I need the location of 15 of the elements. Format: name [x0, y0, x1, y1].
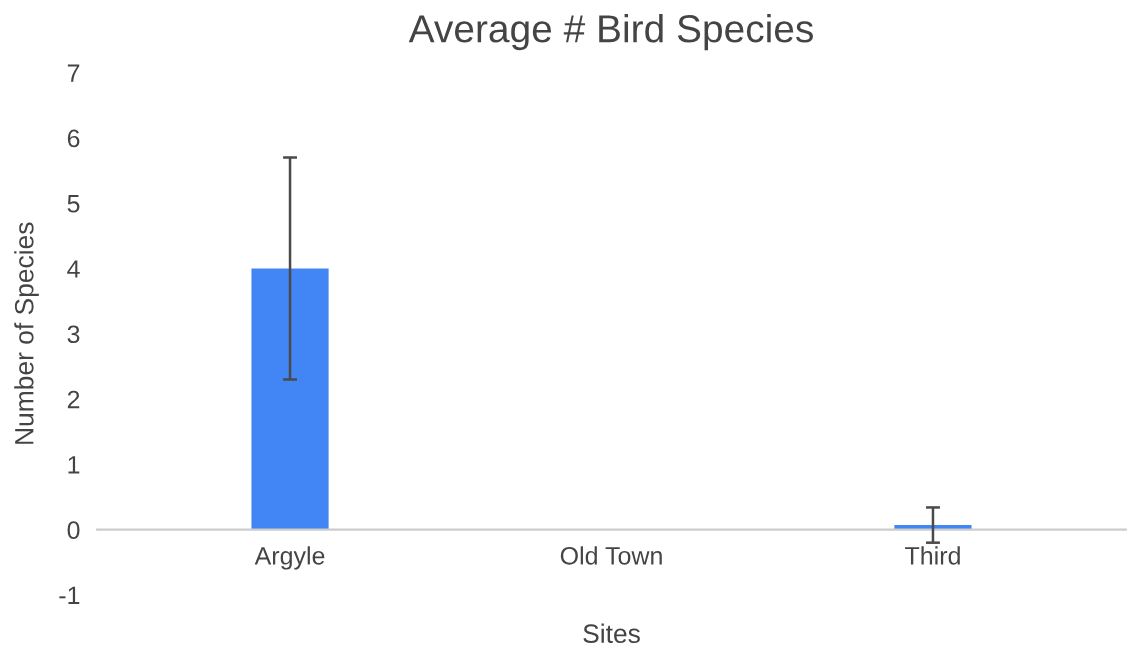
y-tick-label: 0: [67, 521, 80, 539]
x-tick-label: Old Town: [560, 546, 662, 565]
y-tick-label: 3: [67, 325, 80, 344]
y-tick-label: 5: [67, 195, 80, 213]
y-tick-label: 2: [67, 390, 80, 409]
y-tick-label: 4: [67, 260, 80, 278]
x-tick-label: Third: [905, 546, 960, 565]
x-axis-title: Sites: [583, 623, 640, 643]
y-tick-label: 7: [67, 64, 80, 82]
y-tick-label: 6: [67, 129, 80, 148]
y-tick-label: 1: [68, 456, 80, 474]
y-axis-title: Number of Species: [14, 222, 39, 444]
x-tick-label: Argyle: [254, 546, 325, 570]
chart-title: Average # Bird Species: [408, 13, 813, 51]
y-tick-label: -1: [59, 586, 80, 604]
